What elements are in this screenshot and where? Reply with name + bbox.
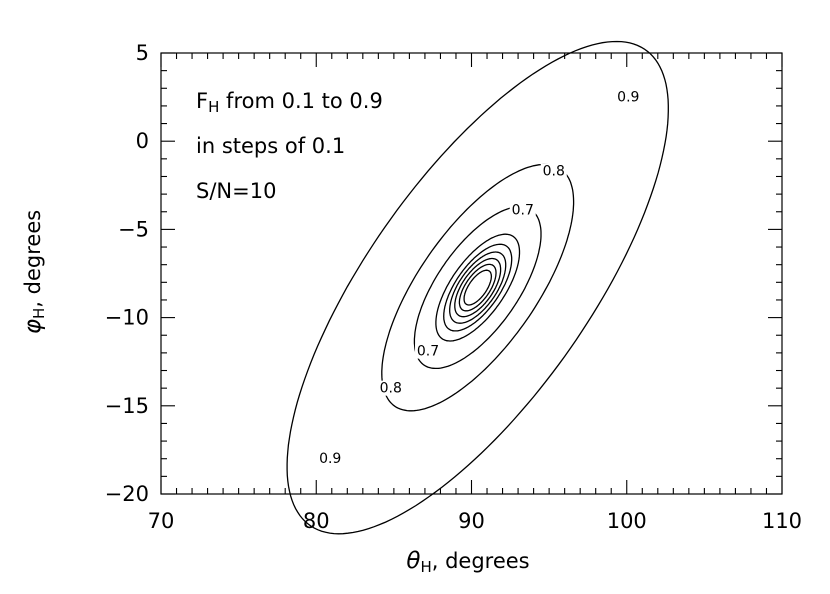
contour-level-0.6 xyxy=(435,233,521,342)
plot-frame xyxy=(160,52,783,495)
contour-label-bg xyxy=(540,163,567,179)
annotation-line-3: S/N=10 xyxy=(196,179,276,203)
contour-level-0.4 xyxy=(449,251,507,324)
y-tick-label: −15 xyxy=(105,394,149,418)
annotation-block: FH from 0.1 to 0.9 in steps of 0.1 S/N=1… xyxy=(196,89,383,203)
contour-label: 0.7 xyxy=(512,203,534,219)
contour-label-bg xyxy=(317,451,344,467)
contour-level-0.8 xyxy=(381,163,575,412)
contour-label: 0.9 xyxy=(617,90,639,106)
contour-label: 0.8 xyxy=(380,381,402,397)
annotation-line-1: FH from 0.1 to 0.9 xyxy=(196,89,383,116)
contour-label-bg xyxy=(615,89,642,105)
contour-level-0.5 xyxy=(443,243,513,332)
contour-label: 0.9 xyxy=(319,451,341,467)
contour-level-0.2 xyxy=(458,263,497,312)
x-axis-title: θH, degrees xyxy=(406,548,529,576)
axis-ticks xyxy=(160,52,783,495)
contour-labels: 0.9 0.9 0.8 0.8 0.7 0.7 xyxy=(317,89,642,467)
annotation-line-2: in steps of 0.1 xyxy=(196,134,345,158)
x-tick-label: 90 xyxy=(458,509,485,533)
contour-level-0.1 xyxy=(463,269,493,306)
tick-labels: 70 80 90 100 110−20−15−10−505 xyxy=(105,41,802,533)
contour-lines xyxy=(286,40,669,535)
contour-level-0.7 xyxy=(413,206,542,370)
x-tick-label: 110 xyxy=(762,509,802,533)
contour-label-bg xyxy=(509,202,536,218)
contour-label: 0.8 xyxy=(543,164,565,180)
contour-level-0.3 xyxy=(454,257,502,318)
contour-label-bg xyxy=(415,343,442,359)
y-tick-label: −10 xyxy=(105,306,149,330)
x-tick-label: 100 xyxy=(607,509,647,533)
y-tick-label: 0 xyxy=(136,129,149,153)
y-tick-label: 5 xyxy=(136,41,149,65)
contour-level-0.9 xyxy=(286,40,669,535)
y-tick-label: −20 xyxy=(105,482,149,506)
x-tick-label: 70 xyxy=(148,509,175,533)
y-axis-title: φH, degrees xyxy=(20,210,48,334)
y-tick-label: −5 xyxy=(118,217,149,241)
contour-label-bg xyxy=(377,380,404,396)
contour-label: 0.7 xyxy=(417,344,439,360)
